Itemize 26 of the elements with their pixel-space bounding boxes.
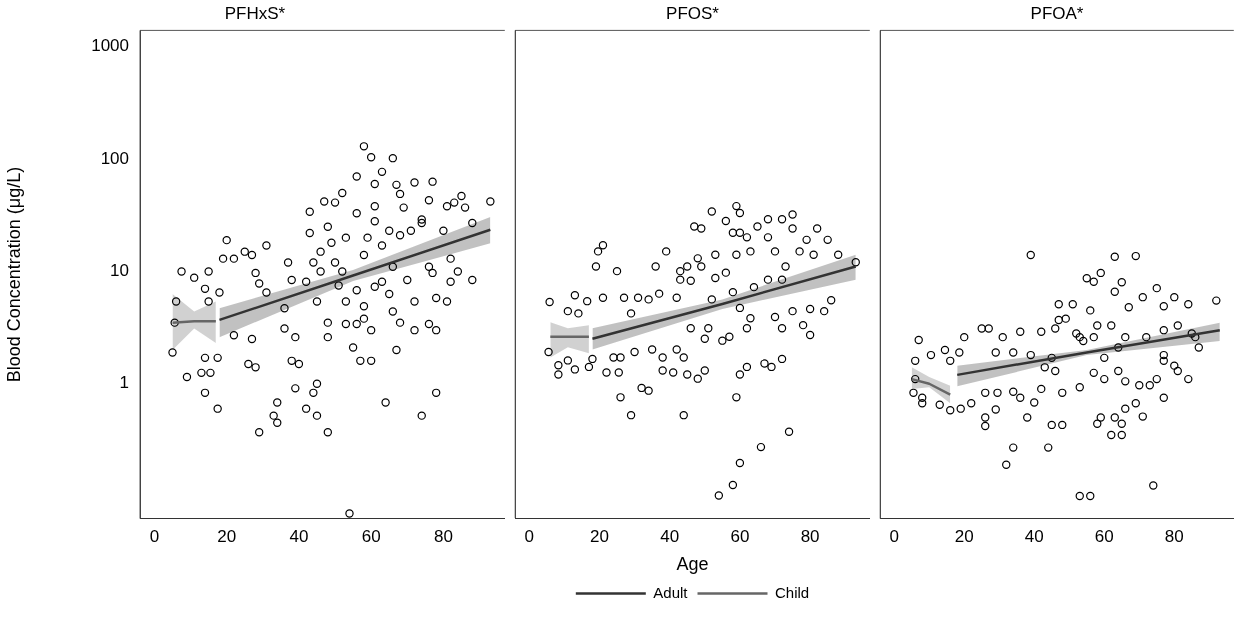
x-tick-label: 60 [730,526,750,546]
x-tick-label: 0 [149,527,160,547]
x-tick-label: 40 [660,526,680,546]
y-tick-label: 100 [100,148,129,168]
chart-title: PFOA* [1030,3,1084,23]
y-tick-label: 1 [119,373,129,393]
x-tick-label: 0 [524,526,534,546]
x-tick-label: 20 [954,527,974,547]
x-tick-label: 40 [1024,527,1044,547]
x-tick-label: 80 [433,527,453,547]
x-tick-label: 20 [590,526,609,546]
x-axis-title: Age [676,554,709,575]
x-tick-label: 0 [889,527,899,547]
chart-title: PFHxS* [224,3,286,23]
y-tick-label: 1000 [91,36,129,56]
y-tick-label: 10 [110,261,129,281]
x-tick-label: 60 [1094,527,1114,547]
x-tick-label: 80 [1164,527,1184,547]
y-axis-title: Blood Concentration (μg/L) [3,166,24,383]
x-tick-label: 60 [361,527,381,547]
x-tick-label: 80 [800,526,820,546]
chart-title: PFOS* [666,3,720,23]
legend-label: Child [775,583,810,601]
x-tick-label: 40 [289,527,309,547]
x-tick-label: 20 [217,527,237,547]
legend-label: Adult [653,583,689,601]
